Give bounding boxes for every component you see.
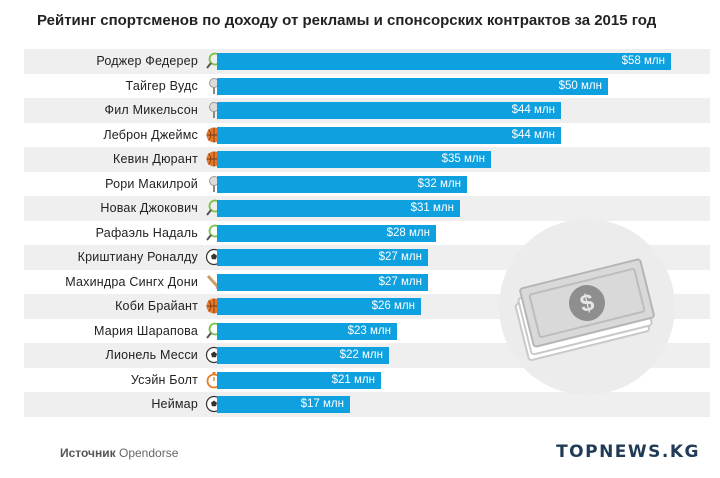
category-label: Рафаэль Надаль: [95, 225, 198, 240]
golf-icon: [209, 175, 219, 192]
bar: $32 млн: [217, 175, 467, 193]
chart-row: Усэйн Болт $21 млн: [24, 368, 710, 393]
bar-value-label: $27 млн: [378, 275, 422, 288]
source-label: Источник: [60, 446, 116, 460]
bar: $50 млн: [217, 77, 608, 95]
bar: $17 млн: [217, 396, 350, 413]
golf-icon: [209, 102, 219, 118]
bar-value-label: $32 млн: [417, 177, 461, 190]
bar: $44 млн: [217, 126, 561, 144]
bar-value-label: $50 млн: [558, 79, 602, 92]
bar-value-label: $22 млн: [339, 349, 383, 361]
chart-row: Тайгер Вудс $50 млн: [24, 74, 710, 99]
bar: $27 млн: [217, 249, 428, 266]
bar-value-label: $44 млн: [511, 128, 555, 141]
bar: $27 млн: [217, 273, 428, 291]
chart-row: Неймар $17 млн: [24, 392, 710, 417]
bar-value-label: $21 млн: [331, 373, 375, 386]
money-icon: $: [499, 219, 675, 395]
category-label: Коби Брайант: [115, 299, 198, 313]
bar: $26 млн: [217, 298, 421, 315]
bar-value-label: $27 млн: [378, 251, 422, 263]
chart-row: Роджер Федерер $58 млн: [24, 49, 710, 74]
category-label: Усэйн Болт: [130, 372, 198, 387]
bar-value-label: $26 млн: [371, 300, 415, 312]
category-label: Кевин Дюрант: [112, 152, 198, 166]
bar: $44 млн: [217, 102, 561, 119]
category-label: Фил Микельсон: [104, 103, 198, 117]
source-note: Источник Opendorse: [60, 446, 178, 460]
site-logo: TOPNEWS.KG: [556, 442, 700, 462]
bar: $35 млн: [217, 151, 491, 168]
bar: $31 млн: [217, 200, 460, 217]
category-label: Роджер Федерер: [96, 54, 198, 68]
bar-value-label: $28 млн: [386, 226, 430, 239]
bar: $22 млн: [217, 347, 389, 364]
chart-row: Кевин Дюрант $35 млн: [24, 147, 710, 172]
category-label: Криштиану Роналду: [77, 250, 198, 264]
bar-value-label: $17 млн: [300, 398, 344, 410]
category-label: Лионель Месси: [105, 348, 198, 362]
chart-row: Фил Микельсон $44 млн: [24, 98, 710, 123]
bar-value-label: $58 млн: [621, 55, 665, 67]
category-label: Неймар: [151, 397, 198, 411]
source-value: Opendorse: [119, 446, 179, 460]
chart-title: Рейтинг спортсменов по доходу от рекламы…: [37, 12, 657, 29]
chart-row: Рори Макилрой $32 млн: [24, 172, 710, 197]
bar: $58 млн: [217, 53, 671, 70]
chart-row: Рафаэль Надаль $28 млн: [24, 221, 710, 246]
category-label: Махиндра Сингх Дони: [65, 274, 198, 289]
chart-row: Мария Шарапова $23 млн: [24, 319, 710, 344]
category-label: Мария Шарапова: [94, 323, 198, 338]
bar-value-label: $23 млн: [347, 324, 391, 337]
bar-value-label: $31 млн: [410, 202, 454, 214]
category-label: Тайгер Вудс: [125, 78, 198, 93]
chart-row: Новак Джокович $31 млн: [24, 196, 710, 221]
category-label: Леброн Джеймс: [103, 127, 198, 142]
chart-rows: Роджер Федерер $58 млн Тайгер Вудс $50 млн Ф…: [24, 49, 710, 417]
bar: $21 млн: [217, 371, 381, 389]
bar: $28 млн: [217, 224, 436, 242]
chart-row: Леброн Джеймс $44 млн: [24, 123, 710, 148]
bar-value-label: $44 млн: [511, 104, 555, 116]
category-label: Рори Макилрой: [105, 176, 198, 191]
bar-value-label: $35 млн: [441, 153, 485, 165]
category-label: Новак Джокович: [100, 201, 198, 215]
chart-row: Махиндра Сингх Дони $27 млн: [24, 270, 710, 295]
bar: $23 млн: [217, 322, 397, 340]
golf-icon: [209, 77, 219, 94]
